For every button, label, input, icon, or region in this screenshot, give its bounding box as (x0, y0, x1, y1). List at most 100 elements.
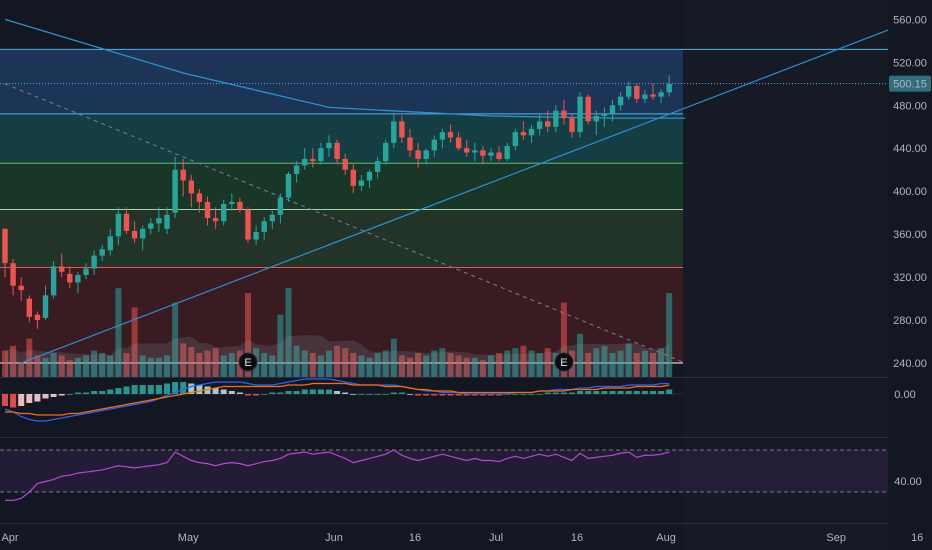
y-tick-label: 480.00 (893, 100, 927, 112)
trend-line (20, 29, 889, 364)
volume-bar (528, 350, 535, 377)
candle-body (107, 236, 113, 251)
candle-body (585, 96, 591, 122)
macd-histogram-bar (666, 389, 673, 394)
earnings-marker[interactable] (554, 352, 574, 372)
macd-histogram-bar (99, 391, 106, 394)
volume-bar (42, 357, 49, 377)
volume-bar (544, 348, 551, 377)
macd-histogram-bar (658, 391, 665, 394)
volume-bar (34, 355, 41, 377)
volume-bar (91, 350, 98, 377)
price-zone (0, 209, 683, 268)
candle-body (196, 193, 203, 202)
volume-bar (26, 338, 33, 377)
macd-histogram-bar (625, 391, 632, 394)
macd-histogram-bar (423, 394, 430, 396)
macd-histogram-bar (585, 391, 592, 394)
candle-body (131, 230, 138, 239)
dashed-trend-line (4, 83, 686, 364)
macd-histogram-bar (455, 394, 462, 396)
volume-bar (407, 357, 413, 377)
candle-body (561, 110, 567, 119)
volume-bar (180, 343, 187, 377)
volume-bar (204, 350, 211, 377)
candle-body (528, 128, 535, 136)
price-zone (0, 163, 683, 210)
candle-body (140, 228, 146, 239)
macd-histogram-bar (577, 391, 584, 394)
macd-histogram-bar (107, 389, 114, 394)
macd-histogram-bar (463, 394, 470, 396)
candle-body (626, 85, 632, 97)
volume-bar (220, 355, 227, 377)
x-tick-label: May (178, 532, 199, 544)
candle-body (391, 121, 397, 143)
volume-bar (560, 302, 567, 377)
macd-histogram-bar (415, 394, 422, 396)
volume-bar (641, 350, 648, 377)
macd-histogram-bar (10, 394, 17, 408)
volume-bar (245, 293, 251, 377)
macd-histogram-bar (617, 391, 624, 394)
macd-histogram-bar (431, 394, 438, 396)
candle-body (310, 158, 316, 162)
candle-body (180, 169, 186, 181)
earnings-marker[interactable] (238, 352, 258, 372)
macd-histogram-bar (569, 392, 575, 394)
volume-bar (10, 345, 17, 377)
macd-histogram-bar (374, 394, 381, 395)
candle-body (488, 152, 494, 156)
volume-bar (261, 353, 268, 377)
macd-histogram-bar (536, 394, 543, 395)
candle-body (212, 218, 219, 222)
volume-bar (172, 302, 179, 377)
volume-bar (577, 333, 584, 377)
volume-bar (107, 355, 114, 377)
macd-histogram-bar (366, 394, 373, 395)
volume-average (5, 335, 670, 377)
candle-body (318, 148, 324, 162)
volume-bar (269, 355, 276, 377)
x-tick-label: 16 (911, 532, 923, 544)
macd-histogram-bar (285, 391, 292, 394)
candle-body (593, 116, 599, 122)
macd-histogram-bar (220, 389, 227, 394)
candle-body (496, 152, 502, 159)
candle-body (156, 218, 162, 224)
candle-body (520, 132, 527, 136)
candle-body (609, 105, 616, 114)
volume-bar (66, 360, 73, 377)
volume-bar (139, 355, 146, 377)
candle-body (464, 148, 470, 153)
moving-average-line (4, 18, 686, 119)
volume-bar (99, 353, 106, 377)
candle-body (666, 83, 672, 93)
macd-histogram-bar (204, 386, 211, 394)
candle-body (650, 94, 656, 97)
volume-bar (285, 288, 292, 377)
volume-bar (123, 353, 130, 377)
candle-body (221, 204, 227, 222)
macd-histogram-bar (390, 392, 397, 394)
macd-histogram-bar (342, 392, 349, 394)
candle-body (293, 165, 300, 174)
candle-body (204, 201, 211, 219)
earnings-marker-label: E (244, 357, 251, 369)
macd-histogram-bar (633, 391, 640, 394)
volume-bar (366, 357, 373, 377)
macd-histogram-bar (2, 394, 8, 406)
candle-body (188, 180, 194, 194)
macd-histogram-bar (334, 391, 341, 394)
candle-body (342, 158, 348, 170)
macd-histogram-bar (398, 392, 405, 394)
macd-line (4, 378, 670, 422)
last-price-tag: 500.15 (889, 75, 931, 92)
rsi-band (0, 450, 888, 492)
candle-body (407, 137, 413, 151)
volume-bar (83, 355, 89, 377)
volume-bar (293, 345, 300, 377)
candle-body (504, 146, 510, 159)
